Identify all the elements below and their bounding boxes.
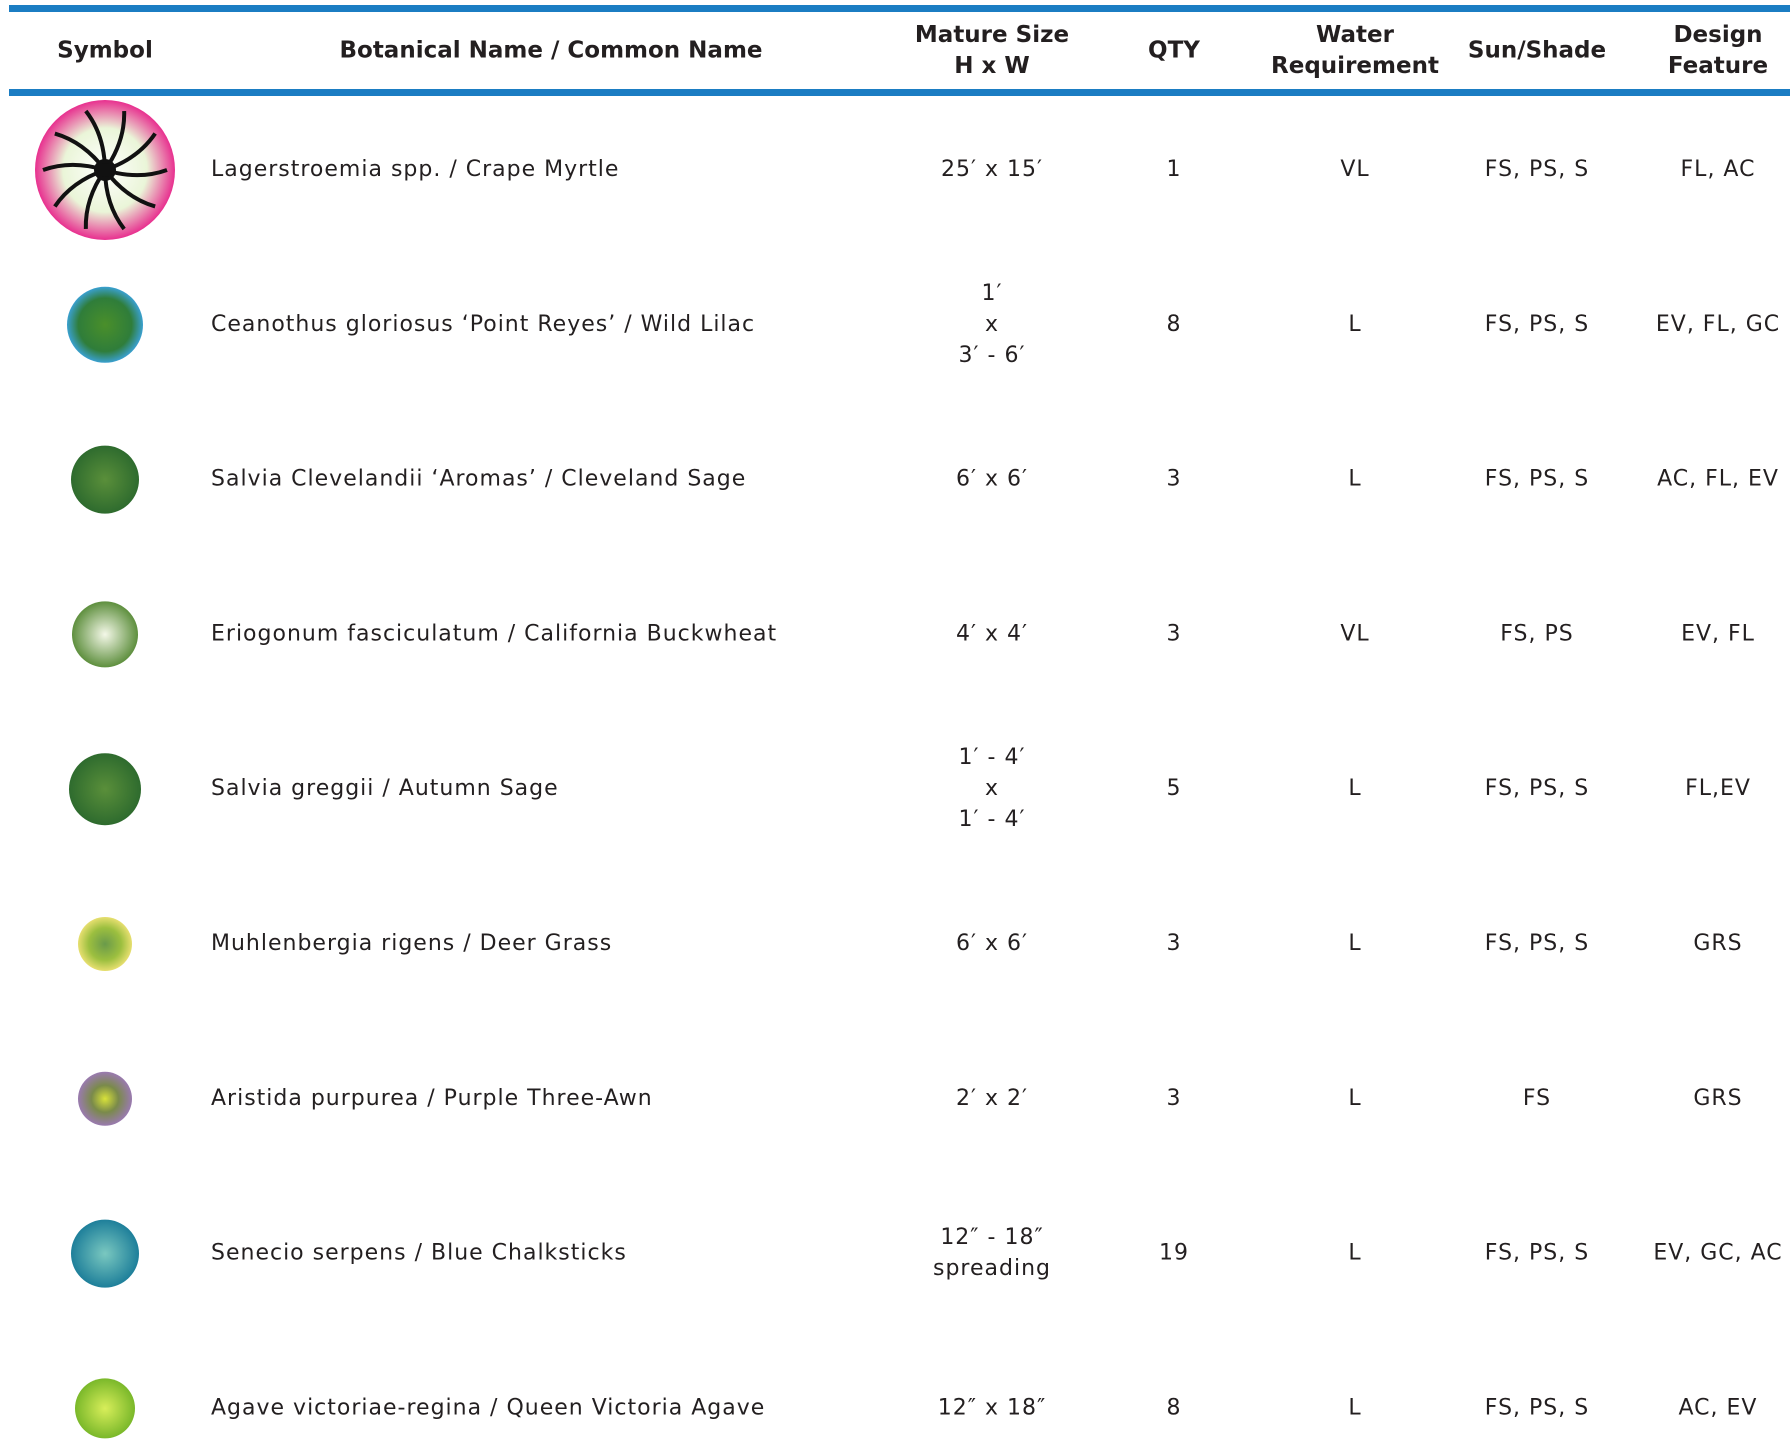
- table-row: Salvia Clevelandii ‘Aromas’ / Cleveland …: [71, 445, 1779, 514]
- design-feature: GRS: [1693, 1086, 1742, 1111]
- sun-shade: FS, PS, S: [1485, 157, 1589, 182]
- botanical-name: Ceanothus gloriosus ‘Point Reyes’ / Wild…: [211, 312, 755, 337]
- symbol-branches: [42, 109, 168, 231]
- design-feature: AC, FL, EV: [1657, 467, 1779, 492]
- sun-shade: FS, PS: [1500, 621, 1573, 646]
- quantity: 3: [1167, 931, 1182, 956]
- quantity: 3: [1167, 467, 1182, 492]
- botanical-name: Eriogonum fasciculatum / California Buck…: [211, 621, 777, 646]
- quantity: 5: [1167, 776, 1182, 801]
- plant-symbol: [71, 445, 139, 514]
- header-cell: Botanical Name / Common Name: [339, 38, 762, 64]
- plant-symbol: [75, 1378, 135, 1439]
- botanical-name: Salvia Clevelandii ‘Aromas’ / Cleveland …: [211, 467, 746, 492]
- table-row: Lagerstroemia spp. / Crape Myrtle 25′ x 1…: [35, 100, 1756, 240]
- mature-size: 2′ x 2′: [956, 1086, 1028, 1111]
- botanical-name: Lagerstroemia spp. / Crape Myrtle: [211, 157, 619, 182]
- botanical-name: Muhlenbergia rigens / Deer Grass: [211, 931, 612, 956]
- sun-shade: FS: [1523, 1086, 1551, 1111]
- table-row: Aristida purpurea / Purple Three-Awn 2′ x…: [78, 1071, 1742, 1126]
- mature-size: x: [985, 776, 999, 801]
- header-cell: Requirement: [1271, 53, 1439, 79]
- water-requirement: L: [1348, 776, 1361, 801]
- water-requirement: VL: [1340, 157, 1369, 182]
- sun-shade: FS, PS, S: [1485, 931, 1589, 956]
- water-requirement: L: [1348, 1086, 1361, 1111]
- table-row: Salvia greggii / Autumn Sage 1′ - 4′ x 1′ -…: [69, 745, 1751, 832]
- mature-size: 3′ - 6′: [959, 343, 1026, 368]
- header-cell: H x W: [954, 53, 1029, 79]
- table-row: Eriogonum fasciculatum / California Buck…: [72, 601, 1755, 668]
- design-feature: EV, GC, AC: [1653, 1241, 1782, 1266]
- botanical-name: Aristida purpurea / Purple Three-Awn: [211, 1086, 653, 1111]
- botanical-name: Senecio serpens / Blue Chalksticks: [211, 1241, 627, 1266]
- mature-size: 6′ x 6′: [956, 467, 1028, 492]
- table-row: Agave victoriae-regina / Queen Victoria …: [75, 1378, 1758, 1439]
- mature-size: 4′ x 4′: [956, 621, 1028, 646]
- plant-symbol: [71, 1219, 139, 1288]
- table-row: Ceanothus gloriosus ‘Point Reyes’ / Wild…: [67, 281, 1780, 368]
- quantity: 3: [1167, 1086, 1182, 1111]
- sun-shade: FS, PS, S: [1485, 1241, 1589, 1266]
- header-bottom-rule: [9, 89, 1790, 96]
- quantity: 8: [1167, 1395, 1182, 1420]
- mature-size: 1′ - 4′: [959, 807, 1026, 832]
- mature-size: 25′ x 15′: [941, 157, 1043, 182]
- sun-shade: FS, PS, S: [1485, 1395, 1589, 1420]
- header-cell: Sun/Shade: [1468, 38, 1606, 64]
- design-feature: AC, EV: [1679, 1395, 1758, 1420]
- design-feature: FL, AC: [1681, 157, 1756, 182]
- design-feature: EV, FL, GC: [1656, 312, 1780, 337]
- botanical-name: Agave victoriae-regina / Queen Victoria …: [211, 1395, 765, 1420]
- trunk: [94, 159, 116, 181]
- quantity: 1: [1167, 157, 1182, 182]
- mature-size: 12″ - 18″: [940, 1225, 1043, 1250]
- botanical-name: Salvia greggii / Autumn Sage: [211, 776, 559, 801]
- plant-symbol: [67, 286, 143, 363]
- header-cell: Symbol: [57, 38, 153, 64]
- mature-size: 1′: [982, 281, 1003, 306]
- mature-size: spreading: [933, 1256, 1051, 1281]
- quantity: 3: [1167, 621, 1182, 646]
- plant-symbol: [78, 917, 132, 971]
- mature-size: 1′ - 4′: [959, 745, 1026, 770]
- water-requirement: L: [1348, 312, 1361, 337]
- quantity: 8: [1167, 312, 1182, 337]
- design-feature: FL,EV: [1685, 776, 1751, 801]
- mature-size: 6′ x 6′: [956, 931, 1028, 956]
- table-row: Muhlenbergia rigens / Deer Grass 6′ x 6′ 3…: [78, 917, 1742, 971]
- design-feature: GRS: [1693, 931, 1742, 956]
- sun-shade: FS, PS, S: [1485, 776, 1589, 801]
- header-cell: Feature: [1668, 53, 1768, 79]
- design-feature: EV, FL: [1681, 621, 1755, 646]
- header-top-rule: [9, 5, 1790, 12]
- mature-size: x: [985, 312, 999, 337]
- water-requirement: L: [1348, 1241, 1361, 1266]
- water-requirement: L: [1348, 467, 1361, 492]
- table-header: Symbol Botanical Name / Common Name Mature…: [57, 22, 1768, 79]
- plant-symbol: [69, 753, 141, 826]
- plant-symbol: [78, 1071, 132, 1126]
- water-requirement: L: [1348, 931, 1361, 956]
- sun-shade: FS, PS, S: [1485, 312, 1589, 337]
- plant-symbol: [72, 601, 138, 668]
- header-cell: Mature Size: [915, 22, 1069, 48]
- water-requirement: L: [1348, 1395, 1361, 1420]
- header-cell: QTY: [1148, 38, 1200, 64]
- header-cell: Water: [1316, 22, 1395, 48]
- quantity: 19: [1159, 1241, 1189, 1266]
- header-cell: Design: [1673, 22, 1762, 48]
- table-row: Senecio serpens / Blue Chalksticks 12″ - …: [71, 1219, 1782, 1288]
- table-body: Lagerstroemia spp. / Crape Myrtle 25′ x 1…: [35, 100, 1782, 1439]
- water-requirement: VL: [1340, 621, 1369, 646]
- sun-shade: FS, PS, S: [1485, 467, 1589, 492]
- mature-size: 12″ x 18″: [938, 1395, 1046, 1420]
